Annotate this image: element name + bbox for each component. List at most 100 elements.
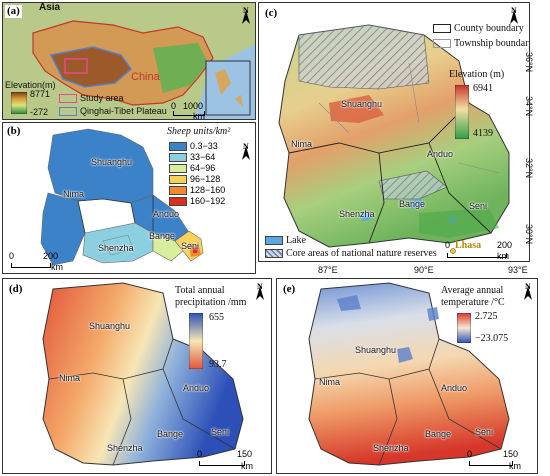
inset-islands xyxy=(215,69,243,107)
sheep-map-svg xyxy=(40,128,204,266)
scale-b-0: 0 xyxy=(9,251,15,261)
precipitation-map-svg xyxy=(42,282,244,466)
cold-patches xyxy=(337,295,439,363)
scale-a-unit: km xyxy=(193,111,205,120)
scale-d-150: 150 xyxy=(237,449,253,459)
precip-colorbar xyxy=(189,313,203,369)
scale-c-0: 0 xyxy=(445,240,451,250)
north-arrow-e: N xyxy=(521,282,535,301)
precip-max: 655 xyxy=(209,312,224,323)
scale-d-unit: km xyxy=(241,461,253,471)
scale-c-unit: km xyxy=(497,251,509,261)
elevation-bar-a xyxy=(11,92,27,114)
panel-c-label: (c) xyxy=(263,7,280,20)
panel-b-sheep-units-map: (b) Sheep units/km² 0.3−33 33−64 64−96 9… xyxy=(2,122,256,274)
scale-b-200: 200 xyxy=(43,251,59,261)
lhasa-label: Lhasa xyxy=(455,240,482,251)
place-shenzha-c: Shenzha xyxy=(339,209,375,219)
place-bange-e: Bange xyxy=(425,429,452,439)
place-shenzha-d: Shenzha xyxy=(107,443,143,453)
sheep-legend-title: Sheep units/km² xyxy=(167,126,231,137)
county-line-b xyxy=(77,195,154,234)
place-nima-b: Nima xyxy=(63,189,85,199)
panel-d-label: (d) xyxy=(7,283,25,296)
red-high-elev xyxy=(329,95,384,123)
lon-tick-90: 90°E xyxy=(414,265,434,275)
sheep-legend-item: 96−128 xyxy=(169,174,225,185)
county-line-d xyxy=(48,338,236,466)
place-nima-c: Nima xyxy=(291,139,313,149)
lon-tick-87: 87°E xyxy=(318,265,338,275)
place-bange-c: Bange xyxy=(399,199,426,209)
precip-min: 93.7 xyxy=(209,359,227,370)
eastern-lowland xyxy=(153,43,208,93)
study-area-legend-label: Study area xyxy=(80,93,124,103)
elevation-title-c: Elevation (m) xyxy=(449,69,505,80)
scale-bar-d xyxy=(199,461,245,466)
region-hotspot-max xyxy=(193,247,198,253)
elev-max-a: 8771 xyxy=(30,89,51,99)
scale-bar-c xyxy=(447,253,507,258)
sheep-legend-item: 160−192 xyxy=(169,196,225,207)
county-boundary-label: County boundary xyxy=(454,23,524,34)
sheep-legend-range: 96−128 xyxy=(190,174,221,184)
sheep-legend-swatch xyxy=(169,153,187,163)
place-anduo-e: Anduo xyxy=(441,383,468,393)
sheep-legend-swatch xyxy=(169,197,187,207)
sheep-legend-swatch xyxy=(169,175,187,185)
lat-tick-34: 34°N xyxy=(524,96,534,117)
elevation-bar-c xyxy=(455,85,469,139)
panel-a-label: (a) xyxy=(5,5,22,18)
temp-title-1: Average annual xyxy=(441,285,504,296)
place-anduo-c: Anduo xyxy=(427,149,454,159)
precip-title-2: precipitation /mm xyxy=(175,297,247,308)
scale-b-unit: km xyxy=(51,262,63,272)
sheep-legend-swatch xyxy=(169,186,187,196)
scale-e-0: 0 xyxy=(467,449,473,459)
county-line-e xyxy=(314,338,502,466)
township-boundary-legend: Township boundary xyxy=(433,38,530,49)
sheep-legend-item: 128−160 xyxy=(169,185,225,196)
temp-max: 2.725 xyxy=(475,311,498,322)
study-area-legend: Study area xyxy=(59,93,124,104)
township-boundary-label: Township boundary xyxy=(454,38,530,49)
panel-e-label: (e) xyxy=(281,283,298,296)
north-arrow-e-letter: N xyxy=(525,282,531,291)
scale-bar-a xyxy=(173,111,205,116)
core-areas-legend-label: Core areas of national nature reserves xyxy=(286,248,437,259)
lat-tick-36: 36°N xyxy=(524,52,534,73)
scale-e-150: 150 xyxy=(503,449,519,459)
panel-a-location-map: (a) Asia China N Elevation(m) 8771 -272 … xyxy=(2,2,256,120)
precip-title-1: Total annual xyxy=(175,285,225,296)
scale-a-1000: 1000 xyxy=(183,101,204,111)
sheep-legend-item: 64−96 xyxy=(169,163,225,174)
scale-a-0: 0 xyxy=(171,101,177,111)
plateau-legend: Qinghai-Tibet Plateau xyxy=(59,106,167,117)
north-arrow-d-letter: N xyxy=(257,282,263,291)
temp-min: −23.075 xyxy=(475,333,509,344)
place-bange-d: Bange xyxy=(157,429,184,439)
china-label: China xyxy=(131,71,160,83)
sheep-legend-swatch xyxy=(169,142,187,152)
green-low-elev xyxy=(419,208,499,238)
place-anduo-d: Anduo xyxy=(183,383,210,393)
elevation-title-a: Elevation(m) xyxy=(5,80,56,90)
lon-tick-93: 93°E xyxy=(508,265,528,275)
place-seni-d: Seni xyxy=(211,427,230,437)
panel-b-label: (b) xyxy=(5,125,23,138)
north-arrow-c-letter: N xyxy=(511,6,517,15)
place-shuanghu-b: Shuanghu xyxy=(91,157,133,167)
elev-max-c: 6941 xyxy=(473,83,493,94)
core-areas-legend: Core areas of national nature reserves xyxy=(265,248,437,259)
lake-legend-label: Lake xyxy=(286,235,306,246)
location-map-svg xyxy=(3,3,255,119)
tibet-plateau-outline xyxy=(49,46,133,88)
north-arrow-d: N xyxy=(253,282,267,301)
place-anduo-b: Anduo xyxy=(153,209,180,219)
place-seni-c: Seni xyxy=(469,201,488,211)
core-area-north xyxy=(298,24,430,90)
place-shenzha-e: Shenzha xyxy=(373,443,409,453)
place-nima-d: Nima xyxy=(59,373,81,383)
place-nima-e: Nima xyxy=(319,377,341,387)
sheep-legend: 0.3−33 33−64 64−96 96−128 128−160 160−19… xyxy=(169,141,225,207)
